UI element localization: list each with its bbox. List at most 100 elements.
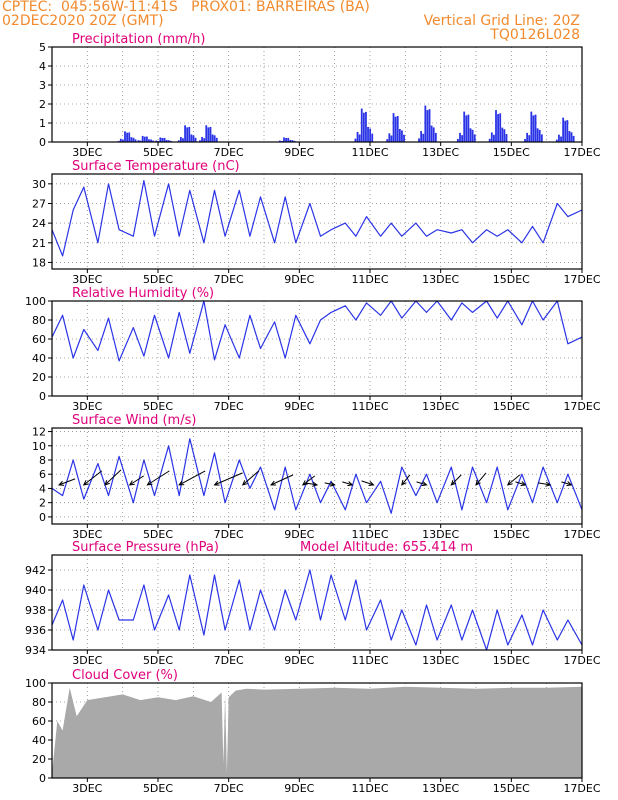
- panel-frame: [51, 427, 583, 525]
- panel-title: Surface Temperature (nC): [72, 159, 240, 174]
- precip-bar: [128, 132, 131, 142]
- wind-arrow: [507, 474, 521, 486]
- precip-bar: [358, 134, 361, 142]
- precip-bar: [132, 137, 135, 142]
- wind-arrow-head: [421, 481, 428, 487]
- precip-bar: [530, 111, 533, 142]
- y-tick-label: 4: [39, 60, 46, 73]
- wind-arrow-head: [450, 480, 457, 486]
- x-tick-label: 15DEC: [493, 654, 530, 667]
- cloud-area: [52, 686, 582, 778]
- precip-bar: [398, 129, 401, 142]
- y-tick-label: 60: [32, 715, 46, 728]
- precip-bar: [505, 134, 508, 142]
- wind-arrow: [270, 474, 294, 486]
- wind-arrow: [242, 470, 260, 486]
- panel-frame: [51, 173, 583, 270]
- precip-bar: [188, 126, 191, 142]
- x-tick-label: 15DEC: [493, 273, 530, 286]
- wind-arrow-head: [566, 481, 573, 487]
- precip-bar: [564, 120, 567, 142]
- x-tick-label: 3DEC: [72, 146, 102, 159]
- x-tick-label: 7DEC: [214, 273, 244, 286]
- x-tick-label: 3DEC: [72, 654, 102, 667]
- precip-bar: [566, 120, 569, 142]
- y-tick-label: 100: [25, 677, 46, 690]
- x-tick-label: 9DEC: [284, 654, 314, 667]
- x-tick-label: 7DEC: [214, 146, 244, 159]
- x-tick-label: 5DEC: [143, 654, 173, 667]
- x-tick-label: 17DEC: [563, 146, 600, 159]
- y-tick-label: 4: [39, 482, 46, 495]
- precip-bar: [367, 126, 369, 142]
- precip-bar: [503, 129, 506, 142]
- precip-bar: [177, 140, 180, 142]
- precip-bar: [465, 115, 468, 142]
- precip-bar: [524, 138, 526, 142]
- precip-bar: [199, 140, 201, 142]
- y-tick-label: 934: [25, 644, 46, 657]
- y-tick-label: 80: [32, 314, 46, 327]
- precip-bar: [287, 137, 290, 142]
- x-tick-label: 9DEC: [284, 400, 314, 413]
- precip-bar: [493, 134, 495, 142]
- precip-bar: [459, 132, 461, 142]
- panel-title: Surface Wind (m/s): [72, 413, 196, 428]
- x-tick-label: 11DEC: [351, 782, 388, 795]
- precip-bar: [150, 139, 152, 142]
- y-tick-label: 6: [39, 468, 46, 481]
- wind-arrow: [304, 482, 318, 486]
- panel-title: Precipitation (mm/h): [72, 32, 205, 47]
- precip-bar: [568, 131, 571, 142]
- precip-bar: [497, 114, 499, 142]
- wind-arrow: [538, 482, 551, 486]
- precip-bar: [203, 138, 206, 142]
- series-line: [51, 569, 583, 651]
- precip-bar: [540, 134, 543, 142]
- precip-bar: [558, 134, 560, 142]
- y-tick-label: 60: [32, 333, 46, 346]
- wind-arrow-head: [146, 480, 153, 486]
- precip-bar: [362, 112, 365, 142]
- wind-arrow-head: [241, 480, 248, 486]
- panel-frame: [51, 300, 583, 397]
- precip-bar: [283, 137, 285, 142]
- precip-bar: [424, 105, 427, 142]
- wind-arrow-head: [104, 480, 110, 486]
- y-tick-label: 80: [32, 696, 46, 709]
- precip-bar: [159, 137, 162, 142]
- wind-arrow: [83, 470, 103, 486]
- panel-frame: [51, 682, 583, 779]
- y-tick-label: 938: [25, 604, 46, 617]
- precip-bar: [291, 140, 294, 142]
- precip-bar: [570, 132, 573, 142]
- header-location: CPTEC: 045:56W-11:41S PROX01: BARREIRAS …: [2, 0, 370, 15]
- x-tick-label: 3DEC: [72, 273, 102, 286]
- wind-arrow-head: [401, 479, 407, 486]
- precip-bar: [390, 135, 393, 142]
- x-tick-label: 3DEC: [72, 528, 102, 541]
- precip-bar: [143, 136, 146, 142]
- wind-arrow: [561, 481, 572, 486]
- precip-bar: [473, 134, 476, 142]
- precip-bar: [432, 127, 435, 142]
- precip-bar: [560, 136, 562, 142]
- y-tick-label: 100: [25, 295, 46, 308]
- y-tick-label: 5: [39, 41, 46, 54]
- x-tick-label: 5DEC: [143, 528, 173, 541]
- wind-arrow-head: [347, 481, 354, 487]
- wind-arrow: [214, 472, 243, 486]
- y-tick-label: 8: [39, 454, 46, 467]
- x-tick-label: 17DEC: [563, 782, 600, 795]
- precip-bar: [122, 139, 124, 142]
- precip-bar: [428, 109, 431, 142]
- y-tick-label: 21: [32, 237, 46, 250]
- precip-bar: [490, 132, 493, 142]
- series-line: [51, 438, 583, 514]
- precip-bar: [184, 125, 186, 142]
- precip-bar: [534, 114, 537, 142]
- precip-bar: [488, 138, 491, 142]
- precip-bar: [463, 111, 466, 142]
- x-tick-label: 11DEC: [351, 528, 388, 541]
- y-tick-label: 20: [32, 371, 46, 384]
